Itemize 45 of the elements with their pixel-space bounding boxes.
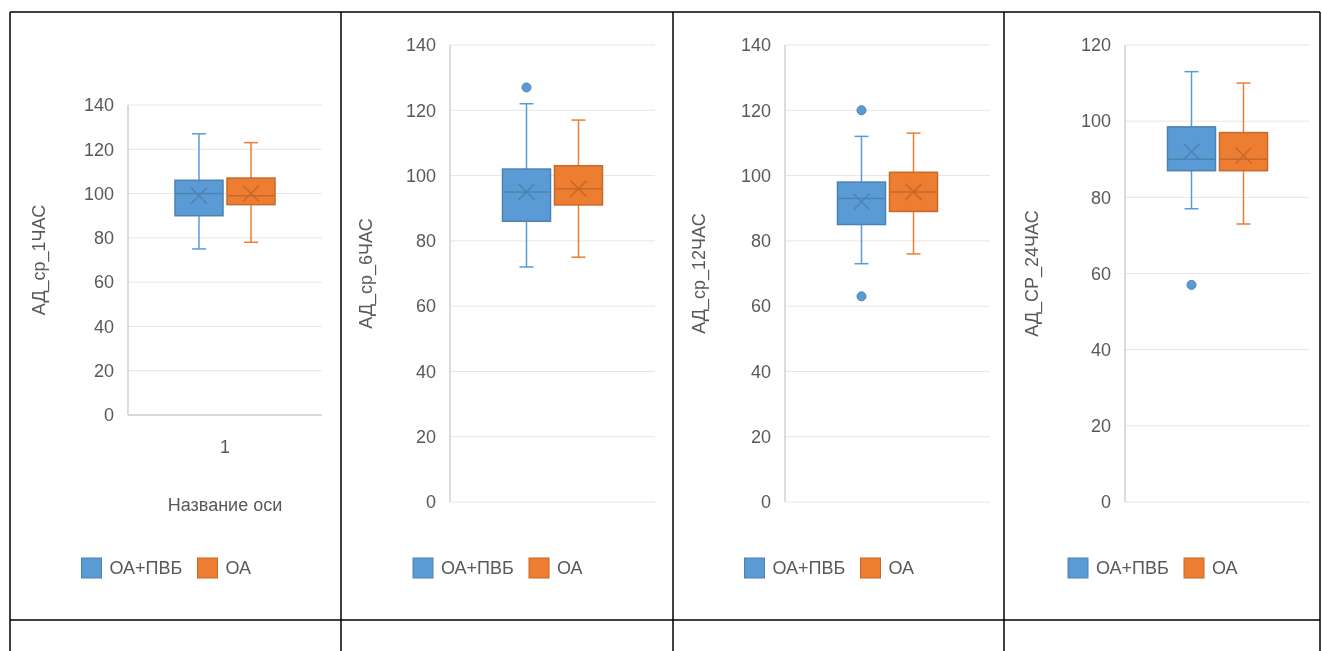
- y-tick-label: 40: [93, 316, 114, 337]
- y-axis-title: АД_ср_6ЧАС: [356, 218, 377, 329]
- y-tick-label: 140: [83, 95, 114, 116]
- y-tick-label: 120: [83, 139, 114, 160]
- y-tick-label: 100: [740, 165, 771, 186]
- y-tick-label: 0: [760, 492, 771, 513]
- y-tick-label: 60: [93, 272, 114, 293]
- y-tick-label: 20: [1090, 416, 1111, 437]
- y-tick-label: 20: [415, 427, 436, 448]
- y-tick-label: 140: [740, 35, 771, 56]
- y-tick-label: 40: [415, 361, 436, 382]
- legend-label: ОА+ПВБ: [441, 558, 514, 579]
- y-tick-label: 40: [1090, 339, 1111, 360]
- y-tick-label: 120: [405, 100, 436, 121]
- y-tick-label: 60: [415, 296, 436, 317]
- y-tick-label: 0: [103, 405, 114, 426]
- y-tick-label: 20: [93, 361, 114, 382]
- x-tick-label: 1: [219, 437, 231, 457]
- legend-label: ОА+ПВБ: [1096, 558, 1169, 579]
- y-tick-label: 0: [425, 492, 436, 513]
- legend-label: ОА: [888, 558, 915, 579]
- y-tick-label: 60: [1090, 263, 1111, 284]
- legend-label: ОА: [557, 558, 583, 579]
- y-tick-label: 100: [1080, 111, 1111, 132]
- y-tick-label: 100: [405, 165, 436, 186]
- y-axis-title: АД_ср_1ЧАС: [29, 204, 50, 316]
- y-tick-label: 0: [1100, 492, 1111, 513]
- y-tick-label: 80: [750, 231, 771, 252]
- y-tick-label: 80: [93, 228, 114, 249]
- y-tick-label: 80: [415, 231, 436, 252]
- y-tick-label: 100: [83, 183, 114, 204]
- y-tick-label: 120: [740, 100, 771, 121]
- legend-label: ОА: [1212, 558, 1238, 579]
- x-axis-title: Название оси: [167, 495, 283, 515]
- legend-label: ОА+ПВБ: [772, 558, 846, 579]
- y-axis-title: АД_СР_24ЧАС: [1022, 210, 1043, 337]
- y-tick-label: 60: [750, 296, 771, 317]
- y-tick-label: 140: [405, 35, 436, 56]
- y-tick-label: 80: [1090, 187, 1111, 208]
- y-tick-label: 20: [750, 427, 771, 448]
- legend-label: ОА+ПВБ: [109, 558, 183, 579]
- y-axis-title: АД_ср_12ЧАС: [689, 213, 710, 334]
- y-tick-label: 120: [1080, 35, 1111, 56]
- y-tick-label: 40: [750, 361, 771, 382]
- legend-label: ОА: [225, 558, 252, 579]
